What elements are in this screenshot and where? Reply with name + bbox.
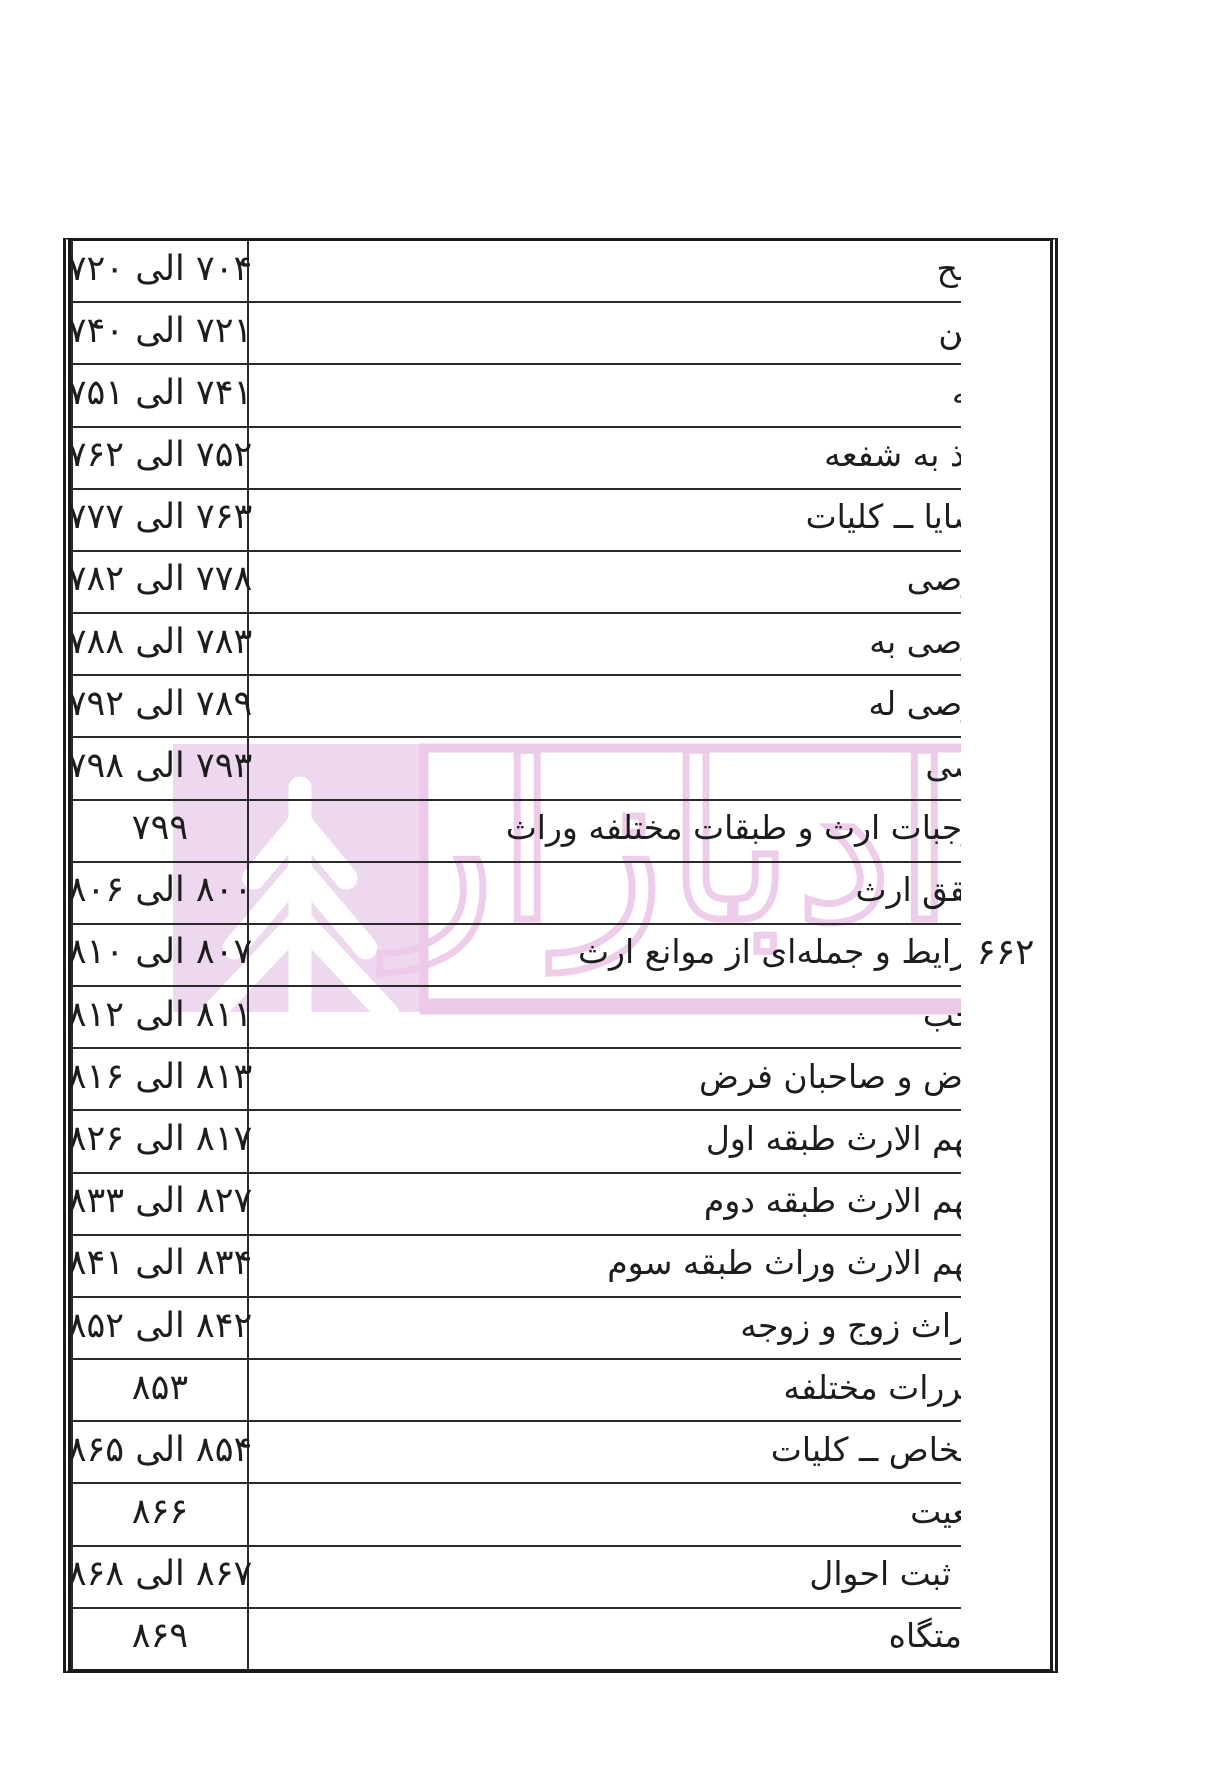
row-article-range: ۷۲۱ الی ۷۴۰ [68,303,252,364]
row-title: در موجبات ارث و طبقات مختلفه وراث [505,808,1038,848]
table-row: در اقامتگاه ۸۶۹ ۶۶۲ [71,241,1050,1669]
row-article-range: ۷۰۴ الی ۷۲۰ [68,241,252,302]
row-title: در سهم الارث طبقه دوم [703,1181,1038,1221]
row-title: در تحقق ارث [855,870,1038,910]
row-title: در میراث زوج و زوجه [740,1305,1038,1345]
table-row: در اخذ به شفعه ۷۵۲ الی ۷۶۲ ۵۷۳ [68,241,1050,1669]
table-row: در موصی به ۷۸۳ الی ۷۸۸ ۵۹۷ [68,241,1050,1669]
table-row: در شرایط و جمله‌ای از موانع ارث ۸۰۷ الی … [68,241,1050,1669]
row-title: در رهن [249,303,1050,363]
row-article-range: ۸۰۰ الی ۸۰۶ [68,862,252,923]
toc-table: در صلح ۷۰۴ الی ۷۲۰ ۵۳۹ در رهن ۷۲۱ الی ۷۴… [63,238,1058,1673]
row-title: در سهم الارث وراث طبقه سوم [607,1243,1038,1283]
table-row: در سهم الارث طبقه دوم ۸۲۷ الی ۸۳۳ ۶۳۲ [68,241,1050,1669]
table-row: در تحقق ارث ۸۰۰ الی ۸۰۶ ۶۱۱ [68,241,1050,1669]
row-title: در اشخاص ــ کلیات [770,1429,1038,1469]
row-title: در صلح [249,241,1050,301]
row-article-range: ۷۴۱ الی ۷۵۱ [68,365,252,426]
row-title: در موصی به [869,621,1038,661]
row-article-range: ۸۱۳ الی ۸۱۶ [68,1049,252,1110]
row-article-range: ۸۱۷ الی ۸۲۶ [68,1111,252,1172]
row-article-range: ۷۵۲ الی ۷۶۲ [68,427,252,488]
row-article-range: ۸۶۶ [71,1484,249,1545]
row-title: در وصی [249,738,1050,798]
table-row: در صلح ۷۰۴ الی ۷۲۰ ۵۳۹ [68,241,1050,1669]
table-row: در تابعیت ۸۶۶ ۶۵۸ [71,241,1050,1669]
table-row: در فرض و صاحبان فرض ۸۱۳ الی ۸۱۶ ۶۲۱ [68,241,1050,1669]
row-title: در سهم الارث طبقه اول [705,1118,1038,1158]
row-title: در وصایا ــ کلیات [805,497,1038,537]
table-row: در موجبات ارث و طبقات مختلفه وراث ۷۹۹ ۶۰… [71,241,1050,1669]
table-row: در هبه ۷۴۱ الی ۷۵۱ ۵۶۵ [68,241,1050,1669]
table-row: در حجب ۸۱۱ الی ۸۱۲ ۶۱۹ [68,241,1050,1669]
row-article-range: ۸۴۲ الی ۸۵۲ [68,1297,252,1359]
row-title: در هبه [249,365,1050,425]
row-title: در تابعیت [910,1492,1038,1532]
row-title: در مقررات مختلفه [783,1367,1038,1407]
row-article-range: ۸۶۹ [71,1608,249,1669]
row-article-range: ۸۵۳ [71,1360,249,1421]
table-row: در اشخاص ــ کلیات ۸۵۴ الی ۸۶۵ ۶۵۱ [68,241,1050,1669]
row-title: در شرایط و جمله‌ای از موانع ارث [577,932,1038,972]
table-row: در رهن ۷۲۱ الی ۷۴۰ ۵۵۱ [68,241,1050,1669]
table-row: در سهم الارث وراث طبقه سوم ۸۳۴ الی ۸۴۱ ۶… [68,241,1050,1669]
row-article-range: ۸۵۴ الی ۸۶۵ [68,1422,252,1483]
table-row: در مقررات مختلفه ۸۵۳ ۶۴۹ [71,241,1050,1669]
table-row: در سهم الارث طبقه اول ۸۱۷ الی ۸۲۶ ۶۲۴ [68,241,1050,1669]
row-article-range: ۷۷۸ الی ۷۸۲ [68,551,252,613]
row-title: در اخذ به شفعه [824,435,1038,475]
row-article-range: ۸۳۴ الی ۸۴۱ [68,1235,252,1296]
table-row: در وصی ۷۹۳ الی ۷۹۸ ۶۰۵ [68,241,1050,1669]
row-article-range: ۷۹۳ الی ۷۹۸ [68,738,252,799]
row-title: در فرض و صاحبان فرض [698,1056,1038,1096]
table-row: در وصایا ــ کلیات ۷۶۳ الی ۷۷۷ ۵۸۱ [68,241,1050,1669]
row-article-range: ۷۸۹ الی ۷۹۲ [68,676,252,737]
row-title: در موصی [906,559,1038,599]
row-article-range: ۷۹۹ [71,800,249,861]
table-row: در میراث زوج و زوجه ۸۴۲ الی ۸۵۲ ۶۴۲ [68,241,1050,1669]
row-article-range: ۸۲۷ الی ۸۳۳ [68,1173,252,1234]
row-article-range: ۸۱۱ الی ۸۱۲ [68,987,252,1048]
row-article-range: ۷۶۳ الی ۷۷۷ [68,489,252,550]
row-title: در اقامتگاه [888,1616,1038,1656]
row-page-number: ۶۶۲ [961,241,1050,1669]
row-article-range: ۸۶۷ الی ۸۶۸ [68,1546,252,1607]
table-row: قانون ثبت احوال ۸۶۷ الی ۸۶۸ ۶۶۰ [68,241,1050,1669]
row-title: در موصی له [868,683,1038,723]
row-article-range: ۷۸۳ الی ۷۸۸ [68,614,252,675]
row-article-range: ۸۰۷ الی ۸۱۰ [68,924,252,986]
table-row: در موصی ۷۷۸ الی ۷۸۲ ۵۹۲ [68,241,1050,1669]
row-title: قانون ثبت احوال [809,1554,1038,1594]
row-title: در حجب [922,994,1038,1034]
table-row: در موصی له ۷۸۹ الی ۷۹۲ ۶۰۲ [68,241,1050,1669]
